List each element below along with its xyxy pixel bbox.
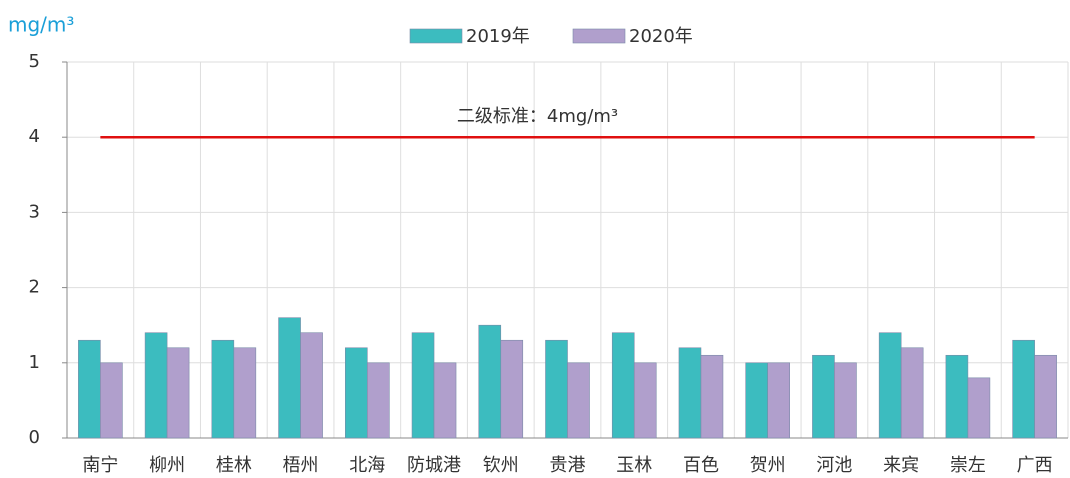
y-tick-label: 1 [29,352,40,373]
x-tick-label: 来宾 [883,455,919,476]
legend-label: 2020年 [629,26,693,47]
bar [945,354,969,439]
bar [567,362,590,439]
x-tick-label: 南宁 [82,455,118,476]
bar [233,347,257,439]
x-tick-label: 柳州 [149,455,185,476]
x-tick-label: 梧州 [283,455,319,476]
bar [433,362,457,439]
bar [678,347,702,439]
x-tick-label: 桂林 [216,455,252,476]
bar [478,324,502,439]
bar [611,332,635,439]
y-tick-label: 5 [29,51,40,72]
bar [344,347,368,439]
y-tick-label: 4 [29,126,40,147]
bar [411,332,435,439]
bar [300,332,323,439]
bar [745,362,769,439]
legend-swatch [572,28,626,44]
bar [366,362,390,439]
bar [900,347,924,439]
bar [967,377,991,439]
reference-label: 二级标准：4mg/m³ [457,106,618,127]
bar [100,362,123,439]
x-tick-label: 百色 [683,455,719,476]
legend-swatch [409,28,463,44]
bar [878,332,902,439]
y-tick-label: 0 [29,427,40,448]
bar [78,339,101,439]
x-tick-label: 河池 [816,455,852,476]
bar [767,362,791,439]
x-tick-label: 崇左 [950,455,986,476]
x-tick-label: 贵港 [550,455,586,476]
legend-label: 2019年 [466,26,530,47]
x-tick-label: 钦州 [483,455,519,476]
y-tick-label: 2 [29,277,40,298]
bar [1012,339,1035,439]
bar [545,339,568,439]
bar [633,362,657,439]
bar [144,332,168,439]
x-tick-label: 北海 [349,455,385,476]
bar [278,317,301,439]
y-tick-label: 3 [29,201,40,222]
x-tick-label: 防城港 [407,455,461,476]
bar [1034,354,1057,439]
bar [834,362,857,439]
bar [166,347,190,439]
bar [211,339,235,439]
bar [812,354,835,439]
x-tick-label: 广西 [1017,455,1053,476]
bar [500,339,524,439]
unit-label: mg/m³ [8,13,74,37]
x-tick-label: 玉林 [616,455,652,476]
bar [700,354,724,439]
x-tick-label: 贺州 [750,455,786,476]
